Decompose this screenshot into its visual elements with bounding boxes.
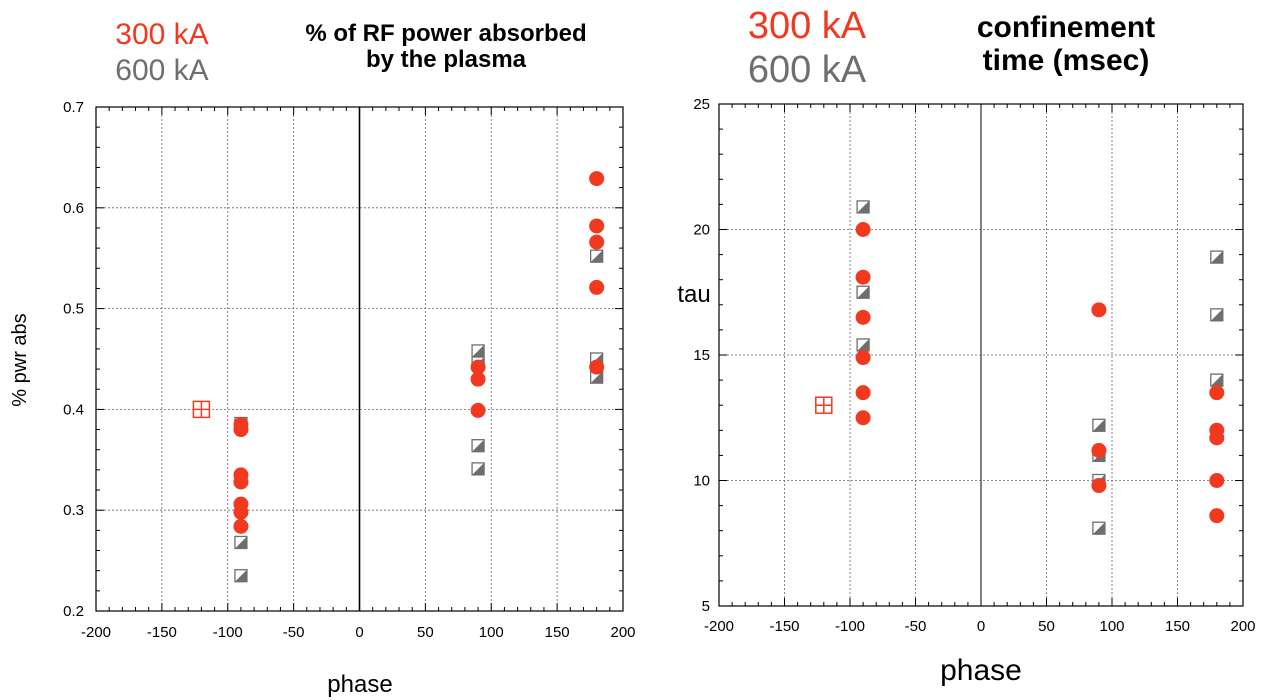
data-point-300ka	[855, 309, 871, 325]
data-point-300ka	[470, 359, 486, 375]
data-point-300ka	[233, 518, 249, 534]
data-point-300ka	[233, 422, 249, 438]
data-point-600ka	[234, 569, 248, 583]
data-point-300ka	[855, 350, 871, 366]
x-axis-label: phase	[327, 671, 392, 698]
y-tick-label: 0.5	[63, 301, 84, 318]
data-point-300ka	[233, 504, 249, 520]
data-point-600ka	[856, 200, 870, 214]
y-tick-label: 0.6	[63, 200, 84, 217]
x-tick-label: -50	[283, 624, 305, 641]
data-point-600ka	[234, 535, 248, 550]
plot-frame	[718, 103, 1244, 607]
data-point-300ka	[1209, 508, 1225, 524]
x-tick-label: -150	[769, 618, 799, 635]
y-tick-label: 0.2	[63, 603, 84, 620]
chart-title-line-1: confinement	[977, 11, 1155, 44]
x-tick-label: 0	[355, 624, 363, 641]
data-point-600ka	[856, 338, 870, 352]
data-point-300ka	[589, 359, 605, 375]
x-tick-label: -200	[81, 624, 111, 641]
x-tick-label: 0	[977, 618, 985, 635]
data-point-600ka	[471, 439, 485, 453]
data-point-300ka	[470, 402, 486, 418]
data-point-300ka	[1091, 478, 1107, 494]
y-tick-label: 0.3	[63, 502, 84, 519]
data-point-300ka	[233, 474, 249, 490]
y-tick-label: 20	[693, 222, 710, 239]
y-tick-label: 25	[693, 96, 710, 113]
data-point-300ka	[1209, 473, 1225, 488]
data-point-300ka	[1209, 430, 1225, 446]
x-tick-label: -50	[905, 618, 927, 635]
data-point-300ka	[1091, 442, 1107, 458]
data-points	[192, 171, 605, 583]
chart-title-line-1: % of RF power absorbed	[305, 20, 586, 47]
x-tick-label: 100	[1099, 618, 1124, 635]
data-point-300ka	[855, 222, 871, 237]
data-point-300ka	[855, 385, 871, 401]
plot-frame	[95, 106, 624, 612]
x-tick-label: -150	[147, 624, 177, 641]
legend-entry-300ka: 300 kA	[748, 5, 867, 47]
grid-lines	[719, 104, 1243, 606]
data-point-600ka	[1092, 521, 1106, 535]
y-tick-label: 0.4	[63, 401, 84, 418]
chart-confinement-time: 300 kA 600 kA confinement time (msec) ph…	[677, 5, 1255, 687]
y-tick-label: 0.7	[63, 99, 84, 116]
y-axis-label: tau	[677, 281, 710, 308]
data-point-300ka	[589, 171, 605, 187]
chart-power-absorbed: 300 kA 600 kA % of RF power absorbed by …	[9, 18, 636, 698]
x-tick-label: 200	[1230, 618, 1255, 635]
y-axis-label: % pwr abs	[9, 313, 31, 406]
x-tick-label: 50	[417, 624, 434, 641]
data-point-600ka	[590, 249, 604, 263]
x-tick-label: -100	[213, 624, 243, 641]
x-tick-label: 100	[479, 624, 504, 641]
legend-entry-300ka: 300 kA	[115, 18, 208, 51]
data-point-600ka	[471, 344, 485, 358]
legend-entry-600ka: 600 kA	[115, 54, 208, 87]
grid-lines	[96, 107, 623, 611]
data-point-600ka	[1210, 373, 1224, 387]
data-point-600ka	[1210, 250, 1224, 264]
data-point-crossed-square	[192, 400, 211, 419]
x-tick-label: 150	[1165, 618, 1190, 635]
y-tick-label: 5	[702, 598, 710, 615]
y-tick-label: 10	[693, 473, 710, 490]
x-tick-label: 150	[545, 624, 570, 641]
legend-entry-600ka: 600 kA	[748, 49, 867, 91]
x-tick-label: 50	[1038, 618, 1055, 635]
data-point-300ka	[1091, 302, 1107, 318]
data-point-300ka	[589, 279, 605, 295]
x-axis-label: phase	[940, 654, 1022, 687]
data-point-600ka	[1210, 308, 1224, 322]
data-point-300ka	[1209, 385, 1225, 401]
chart-title-line-2: by the plasma	[366, 46, 527, 73]
data-point-600ka	[856, 285, 870, 299]
x-tick-label: 200	[610, 624, 635, 641]
data-point-600ka	[471, 462, 485, 476]
data-point-300ka	[470, 371, 486, 387]
data-point-300ka	[855, 410, 871, 426]
data-point-600ka	[1092, 418, 1106, 432]
y-tick-label: 15	[693, 347, 710, 364]
tick-labels: -200 -150 -100 -50 0 50 100 150 200 0.2 0.3 0.4 0.5 0…	[63, 99, 635, 641]
data-points	[815, 200, 1225, 535]
data-point-300ka	[855, 269, 871, 285]
data-point-300ka	[589, 234, 605, 250]
chart-title-line-2: time (msec)	[983, 44, 1150, 77]
data-point-crossed-square	[815, 396, 833, 414]
x-tick-label: -100	[835, 618, 865, 635]
tick-labels: -200 -150 -100 -50 0 50 100 150 200 5 10 15 20 25	[693, 96, 1255, 635]
data-point-300ka	[589, 218, 605, 234]
x-tick-label: -200	[704, 618, 734, 635]
